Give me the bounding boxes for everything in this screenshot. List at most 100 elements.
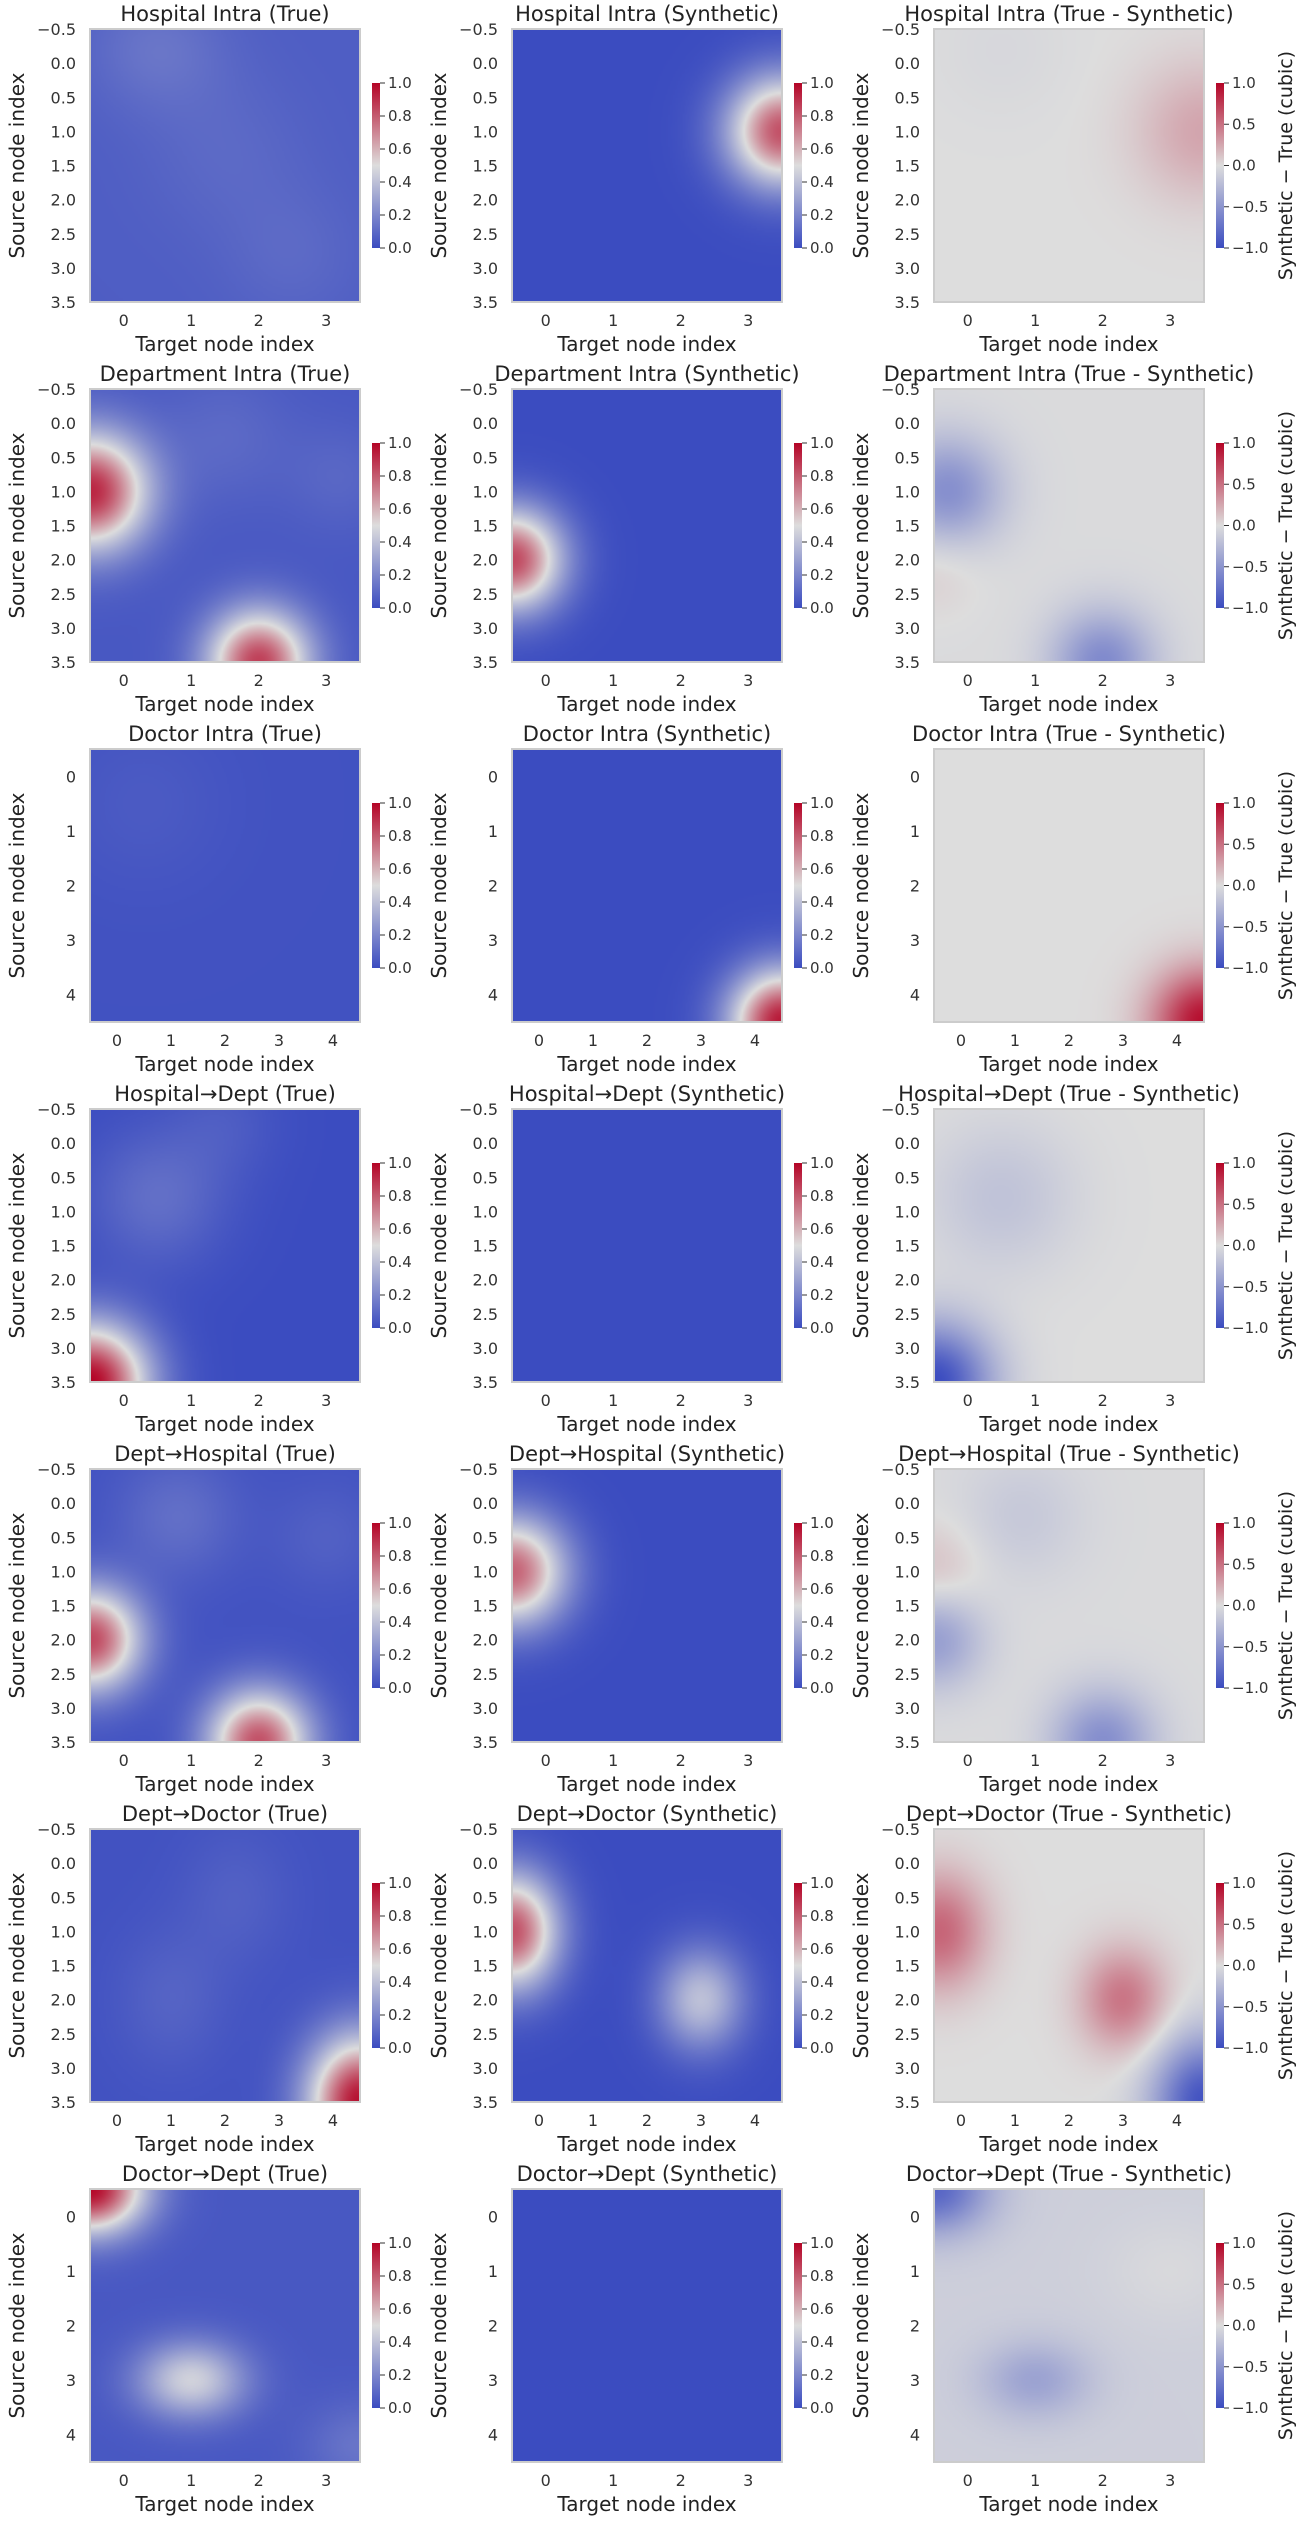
- colorbar-tick-label: 0.0: [810, 2039, 834, 2057]
- heatmap-image: [512, 29, 782, 302]
- y-tick-label: 1.0: [895, 1202, 920, 1221]
- x-tick-label: 1: [186, 311, 196, 330]
- y-tick-label: 0.5: [895, 1888, 920, 1907]
- x-tick-label: 0: [119, 1391, 129, 1410]
- y-tick-label: 3.5: [895, 1373, 920, 1392]
- y-tick-label: 3.5: [895, 653, 920, 672]
- y-tick-label: 1.5: [51, 1957, 76, 1976]
- x-tick-label: 2: [254, 2471, 264, 2490]
- x-tick-label: 2: [254, 1751, 264, 1770]
- x-axis-label: Target node index: [978, 2132, 1158, 2156]
- x-tick-label: 2: [1098, 2471, 1108, 2490]
- colorbar-tick-label: −1.0: [1232, 599, 1268, 617]
- x-tick-label: 0: [534, 2111, 544, 2130]
- colorbar-tick-label: 0.8: [810, 1187, 834, 1205]
- y-tick-label: 2.0: [895, 1271, 920, 1290]
- colorbar-tick-label: −1.0: [1232, 2399, 1268, 2417]
- heatmap-panel: Hospital→Dept (Synthetic) 0 1 2 3 −0.5 0.0 0.5 1…: [427, 1082, 834, 1436]
- x-tick-label: 2: [254, 311, 264, 330]
- colorbar-tick-label: 0.8: [810, 2267, 834, 2285]
- x-tick-label: 2: [1098, 1391, 1108, 1410]
- panel-title: Department Intra (True - Synthetic): [884, 362, 1255, 386]
- y-tick-label: 2.5: [895, 2025, 920, 2044]
- heatmap-image: [934, 389, 1204, 662]
- y-tick-label: −0.5: [37, 380, 76, 399]
- y-tick-label: 1: [910, 822, 920, 841]
- heatmap-panel: Doctor Intra (True) 0 1 2 3 4 0 1 2 3 4 Target node…: [5, 722, 412, 1076]
- colorbar: [372, 1883, 380, 2048]
- colorbar-tick-label: 0.6: [810, 1220, 834, 1238]
- colorbar-label: Synthetic − True (cubic): [1275, 411, 1297, 640]
- heatmap-image: [90, 2189, 360, 2462]
- y-tick-label: 1.0: [51, 1202, 76, 1221]
- heatmap-panel: Department Intra (True - Synthetic) 0 1 2 3 −…: [849, 362, 1297, 716]
- y-tick-label: 1.0: [895, 1562, 920, 1581]
- x-tick-label: 3: [1165, 2471, 1175, 2490]
- y-tick-label: 2: [910, 877, 920, 896]
- y-axis-label: Source node index: [427, 72, 451, 258]
- colorbar-tick-label: 0.2: [388, 1646, 412, 1664]
- colorbar-tick-label: −0.5: [1232, 918, 1268, 936]
- colorbar-tick-label: 0.8: [388, 2267, 412, 2285]
- heatmap-panel: Hospital Intra (True) 0 1 2 3 −0.5 0.0 0.5 1.0 1.…: [5, 2, 412, 356]
- x-tick-label: 2: [676, 2471, 686, 2490]
- colorbar-tick-label: 0.0: [388, 1679, 412, 1697]
- y-axis-label: Source node index: [5, 72, 29, 258]
- panel-title: Doctor→Dept (Synthetic): [517, 2162, 778, 2186]
- colorbar-tick-label: 1.0: [810, 794, 834, 812]
- y-tick-label: 3: [66, 931, 76, 950]
- colorbar: [372, 1523, 380, 1688]
- y-tick-label: 3.0: [51, 259, 76, 278]
- y-tick-label: 1.0: [473, 1202, 498, 1221]
- y-tick-label: 3.0: [895, 2059, 920, 2078]
- y-tick-label: 0.0: [51, 54, 76, 73]
- colorbar-tick-label: 0.6: [810, 500, 834, 518]
- y-axis-label: Source node index: [5, 1872, 29, 2058]
- x-axis-label: Target node index: [556, 332, 736, 356]
- colorbar-label: Synthetic − True (cubic): [1275, 2211, 1297, 2440]
- x-tick-label: 3: [696, 1031, 706, 1050]
- panel-title: Hospital→Dept (Synthetic): [509, 1082, 785, 1106]
- y-tick-label: 1.0: [51, 482, 76, 501]
- colorbar-tick-label: 1.0: [1232, 1514, 1256, 1532]
- axes-frame: [933, 1108, 1205, 1383]
- x-tick-label: 4: [328, 1031, 338, 1050]
- y-tick-label: 2.0: [473, 551, 498, 570]
- panel-title: Dept→Hospital (True - Synthetic): [898, 1442, 1240, 1466]
- y-tick-label: 0.5: [895, 1168, 920, 1187]
- panel-title: Department Intra (True): [100, 362, 351, 386]
- y-tick-label: 3: [488, 931, 498, 950]
- panel-title: Doctor→Dept (True - Synthetic): [906, 2162, 1232, 2186]
- colorbar-tick-label: 0.2: [810, 2006, 834, 2024]
- y-tick-label: 3.5: [473, 1373, 498, 1392]
- heatmap-panel: Dept→Doctor (True) 0 1 2 3 4 −0.5 0.0 0.5 1.0 1.5 2…: [5, 1802, 412, 2156]
- y-axis-label: Source node index: [5, 792, 29, 978]
- colorbar-tick-label: 0.4: [388, 1253, 412, 1271]
- y-tick-label: 2: [910, 2317, 920, 2336]
- x-axis-label: Target node index: [556, 1772, 736, 1796]
- colorbar-tick-label: 0.0: [810, 599, 834, 617]
- colorbar-tick-label: 0.4: [388, 893, 412, 911]
- colorbar: [1216, 1883, 1224, 2048]
- colorbar-tick-label: 0.4: [810, 173, 834, 191]
- heatmap-image: [512, 2189, 782, 2462]
- y-tick-label: 2.5: [473, 1665, 498, 1684]
- y-tick-label: 3.0: [473, 1339, 498, 1358]
- colorbar-tick-label: 0.2: [388, 2006, 412, 2024]
- y-tick-label: 3.5: [51, 1733, 76, 1752]
- y-tick-label: 1.0: [51, 1922, 76, 1941]
- y-tick-label: 1.5: [895, 1237, 920, 1256]
- y-tick-label: 0.0: [473, 414, 498, 433]
- colorbar-tick-label: 0.8: [388, 1547, 412, 1565]
- axes-frame: [89, 1108, 361, 1383]
- y-tick-label: 2.5: [473, 585, 498, 604]
- y-tick-label: 2.5: [895, 585, 920, 604]
- y-tick-label: 0.5: [473, 1168, 498, 1187]
- y-tick-label: 0: [66, 767, 76, 786]
- y-tick-label: −0.5: [881, 1820, 920, 1839]
- y-tick-label: −0.5: [37, 20, 76, 39]
- y-tick-label: 1.5: [895, 517, 920, 536]
- x-axis-label: Target node index: [978, 1772, 1158, 1796]
- colorbar-tick-label: 0.0: [1232, 517, 1256, 535]
- x-axis-label: Target node index: [556, 2492, 736, 2516]
